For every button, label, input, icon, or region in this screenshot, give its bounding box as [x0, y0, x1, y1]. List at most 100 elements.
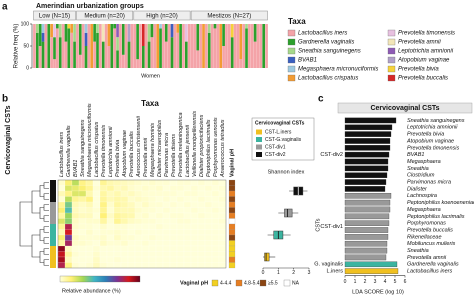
heatmap-cell: [99, 190, 108, 197]
bar-label: Sneathia: [407, 248, 429, 254]
bar-segment: [67, 24, 71, 29]
heatmap-cell: [134, 234, 143, 241]
heatmap-cell: [162, 179, 171, 186]
bar: [344, 124, 393, 131]
ph-legend-swatch: [235, 279, 243, 287]
bar-segment: [93, 41, 96, 68]
heatmap-cell: [204, 196, 213, 203]
heatmap-cell: [120, 240, 129, 247]
heatmap-cell: [204, 234, 213, 241]
cst-strip: [50, 180, 56, 186]
group-label: L.iners: [326, 269, 343, 275]
bar-segment: [56, 28, 59, 68]
heatmap-cell: [148, 240, 157, 247]
ph-legend-swatch: [259, 279, 267, 287]
heatmap-cell: [169, 207, 178, 214]
heatmap-cell: [204, 229, 213, 236]
bar-segment: [159, 28, 162, 68]
heatmap-frame: [57, 179, 227, 269]
group-label: Medium (n=20): [84, 13, 125, 19]
group-header: [133, 10, 191, 21]
heatmap-cell: [57, 207, 66, 214]
heatmap-cell: [120, 262, 129, 269]
bar-segment: [78, 24, 82, 55]
bar-segment: [127, 24, 131, 42]
heatmap-cell: [85, 245, 94, 252]
heatmap-cell: [78, 201, 87, 208]
heatmap-cell: [57, 223, 66, 230]
x-tick-label: 0: [344, 279, 347, 285]
x-tick-label: 3: [308, 270, 311, 276]
heatmap-cell: [190, 240, 199, 247]
heatmap-cell: [127, 240, 136, 247]
heatmap-cell: [197, 218, 206, 225]
heatmap-cell: [141, 245, 150, 252]
heatmap-cell: [141, 229, 150, 236]
cst-strip: [50, 202, 56, 208]
heatmap-cell: [71, 251, 80, 258]
heatmap-cell: [127, 262, 136, 269]
bar-segment: [187, 24, 191, 68]
heatmap-cell: [57, 185, 66, 192]
heatmap-cell: [92, 223, 101, 230]
heatmap-cell: [148, 234, 157, 241]
bar-segment: [199, 24, 202, 68]
heatmap-cell: [211, 223, 220, 230]
legend-swatch: [387, 56, 396, 64]
heatmap-cell: [64, 229, 73, 236]
group-label: High (n=20): [146, 13, 178, 19]
bar-segment: [210, 24, 214, 68]
heatmap-cell: [190, 256, 199, 263]
heatmap-cell: [148, 256, 157, 263]
heatmap-cell: [120, 223, 129, 230]
heatmap-cell: [162, 234, 171, 241]
heatmap-cell: [148, 218, 157, 225]
heatmap-cell: [106, 207, 115, 214]
ph-cell: [228, 185, 236, 192]
heatmap-cell: [183, 262, 192, 269]
legend-swatch: [387, 38, 396, 46]
bar-segment: [107, 46, 111, 68]
heatmap-cell: [155, 234, 164, 241]
heatmap-cell: [141, 240, 150, 247]
heatmap-cell: [141, 251, 150, 258]
bar-label: Clostridium: [407, 173, 435, 179]
heatmap-cell: [218, 240, 227, 247]
column-label: Prevotella timonensis: [101, 124, 107, 177]
bar-segment: [193, 24, 197, 68]
bar-segment: [239, 24, 243, 60]
chart-title: Shannon index: [268, 169, 305, 175]
heatmap-cell: [106, 229, 115, 236]
heatmap-cell: [148, 185, 157, 192]
heatmap-cell: [155, 240, 164, 247]
heatmap-cell: [127, 229, 136, 236]
heatmap-cell: [64, 262, 73, 269]
cst-strip: [50, 207, 56, 213]
heatmap-cell: [71, 201, 80, 208]
cst-strip: [50, 246, 56, 252]
heatmap-cell: [78, 256, 87, 263]
colorbar: [59, 275, 141, 283]
bar-segment: [35, 32, 39, 68]
bar-segment: [150, 37, 154, 68]
bar-segment: [133, 24, 137, 68]
bar-label: Sneathia sanguinegens: [407, 118, 465, 124]
heatmap-cell: [57, 245, 66, 252]
heatmap-cell: [190, 212, 199, 219]
heatmap-cell: [197, 245, 206, 252]
heatmap-cell: [197, 262, 206, 269]
heatmap-cell: [99, 251, 108, 258]
ph-cell: [228, 251, 236, 258]
bar: [344, 165, 389, 172]
ph-cell: [228, 240, 236, 247]
heatmap-cell: [183, 201, 192, 208]
heatmap-cell: [218, 196, 227, 203]
heatmap-cell: [113, 251, 122, 258]
heatmap-cell: [92, 256, 101, 263]
bar-segment: [41, 41, 45, 68]
x-tick-label: 4: [384, 279, 387, 285]
title-box: [337, 102, 473, 114]
heatmap-cell: [120, 229, 129, 236]
bar-segment: [84, 24, 88, 33]
